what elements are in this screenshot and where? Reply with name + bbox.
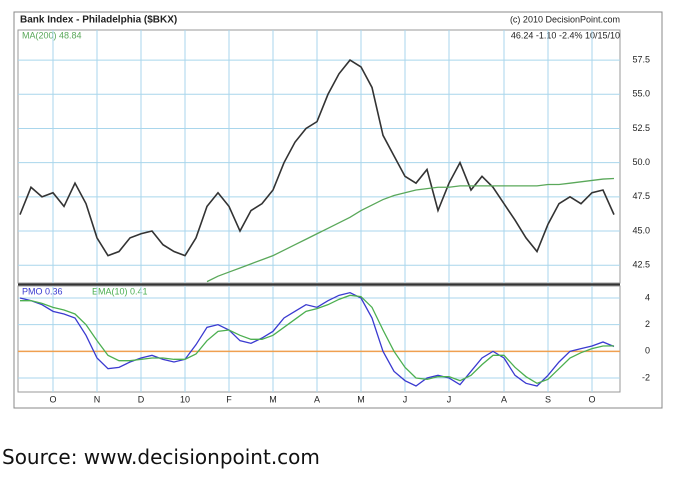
legend-ema: EMA(10) 0.41 bbox=[92, 286, 148, 296]
quote: 46.24 -1.10 -2.4% 10/15/10 bbox=[511, 30, 620, 40]
series-line bbox=[19, 59, 615, 257]
series-line bbox=[20, 294, 615, 385]
y-tick-label: 2 bbox=[645, 319, 650, 329]
x-tick-label: A bbox=[501, 394, 507, 404]
y-tick-label: 45.0 bbox=[632, 225, 650, 235]
price-panel bbox=[17, 29, 621, 284]
x-tick-label: M bbox=[357, 394, 365, 404]
y-tick-label: 55.0 bbox=[632, 89, 650, 99]
x-tick-label: M bbox=[269, 394, 277, 404]
y-tick-label: 42.5 bbox=[632, 260, 650, 270]
y-tick-label: 50.0 bbox=[632, 157, 650, 167]
source: Source: www.decisionpoint.com bbox=[2, 445, 320, 469]
series-line bbox=[19, 291, 615, 387]
x-tick-label: O bbox=[49, 394, 56, 404]
y-tick-label: 52.5 bbox=[632, 123, 650, 133]
legend-ma: MA(200) 48.84 bbox=[22, 30, 82, 40]
x-tick-label: O bbox=[588, 394, 595, 404]
x-tick-label: J bbox=[447, 394, 452, 404]
y-tick-label: 4 bbox=[645, 292, 650, 302]
series-line bbox=[206, 177, 615, 283]
x-tick-label: J bbox=[403, 394, 408, 404]
chart-title: Bank Index - Philadelphia ($BKX) bbox=[20, 15, 177, 26]
x-tick-label: D bbox=[138, 394, 145, 404]
credit: (c) 2010 DecisionPoint.com bbox=[510, 14, 620, 24]
x-tick-label: F bbox=[226, 394, 232, 404]
pmo-panel bbox=[17, 285, 621, 393]
y-tick-label: 57.5 bbox=[632, 54, 650, 64]
x-tick-label: A bbox=[314, 394, 320, 404]
y-tick-label: -2 bbox=[642, 372, 650, 382]
y-tick-label: 0 bbox=[645, 346, 650, 356]
x-tick-label: 10 bbox=[180, 394, 190, 404]
legend-pmo: PMO 0.36 bbox=[22, 286, 63, 296]
x-tick-label: N bbox=[94, 394, 101, 404]
chart: Bank Index - Philadelphia ($BKX) (c) 201… bbox=[13, 11, 663, 409]
y-tick-label: 47.5 bbox=[632, 191, 650, 201]
x-tick-label: S bbox=[545, 394, 551, 404]
